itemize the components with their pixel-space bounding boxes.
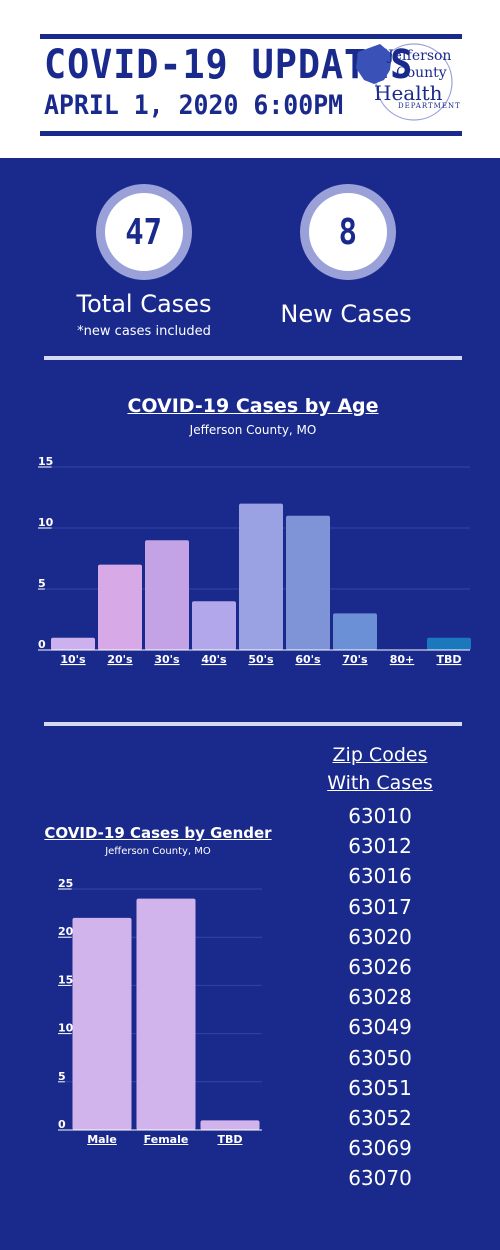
bar-20s [98,564,142,650]
zip-code-item: 63026 [348,955,412,979]
zip-code-item: 63010 [348,804,412,828]
total-cases-note: *new cases included [77,324,211,339]
bar-30s [145,540,189,650]
gender-chart: 0 5 10 15 20 25 Male Female TBD [58,877,262,1145]
zip-code-item: 63070 [348,1166,412,1191]
y-tick-label: 5 [58,1070,66,1083]
new-cases-label: New Cases [280,300,412,328]
y-tick-label: 0 [38,638,46,651]
x-tick-label: TBD [217,1133,242,1145]
total-cases-circle: 47 [96,184,192,280]
bar-70s [333,613,377,650]
logo-line-2: County [396,65,447,81]
zip-code-item: 63028 [348,985,412,1010]
y-tick-label: 15 [38,455,53,468]
zip-title-line-2: With Cases [327,772,433,794]
x-tick-label: 50's [248,653,274,666]
zip-code-item: 63069 [348,1136,412,1161]
section-divider-1 [44,356,462,360]
age-chart-title: COVID-19 Cases by Age [127,395,379,417]
zip-code-item: 63012 [348,834,412,859]
bar-male [72,917,132,1130]
bar-female [136,898,196,1130]
zip-code-item: 63016 [348,864,412,889]
zip-code-item: 63052 [348,1106,412,1130]
zip-code-item: 63020 [348,924,412,949]
logo-line-4: DEPARTMENT [398,102,461,110]
zip-code-item: 63051 [348,1075,412,1100]
x-tick-label: 60's [295,653,321,666]
gender-chart-title: COVID-19 Cases by Gender [44,824,272,842]
y-tick-label: 10 [58,1022,74,1035]
y-tick-label: 25 [58,877,73,890]
gender-chart-subtitle: Jefferson County, MO [105,846,211,857]
y-tick-label: 10 [38,516,54,529]
new-cases-circle: 8 [300,184,396,280]
y-tick-label: 5 [38,577,46,590]
header: COVID-19 UPDATES APRIL 1, 2020 6:00PM Je… [0,0,500,158]
y-tick-label: 20 [58,925,74,938]
total-cases-label: Total Cases [76,290,212,318]
bar-60s [286,515,330,650]
county-shape-icon [356,43,453,121]
x-tick-label: Female [144,1133,189,1145]
bar-50s [239,503,283,650]
new-cases-value: 8 [338,211,358,253]
health-department-logo: Jefferson County Health DEPARTMENT [352,40,460,124]
x-tick-label: 30's [154,653,180,666]
x-tick-label: Male [87,1133,117,1145]
header-top-rule [40,34,462,39]
zip-code-item: 63050 [348,1045,412,1070]
section-divider-2 [44,722,462,726]
zip-title-line-1: Zip Codes [332,744,428,766]
y-tick-label: 15 [58,973,73,986]
logo-line-3: Health [374,81,443,105]
bar-40s [192,601,236,650]
bar-10s [51,637,95,650]
total-cases-value: 47 [125,211,163,253]
age-chart: 0 5 10 15 10's 20's 30's 40's 50's 60's 70's 80+ TBD [38,455,471,666]
y-tick-label: 0 [58,1118,66,1131]
x-tick-label: 10's [60,653,86,666]
update-date: APRIL 1, 2020 6:00PM [44,90,344,121]
logo-line-1: Jefferson [388,48,452,64]
bar-tbd [200,1120,260,1130]
x-tick-label: TBD [436,653,461,666]
x-tick-label: 40's [201,653,227,666]
bar-tbd [427,637,471,650]
header-bottom-rule [40,131,462,136]
age-chart-subtitle: Jefferson County, MO [189,423,317,437]
x-tick-label: 80+ [390,653,415,666]
page-title: COVID-19 UPDATES [44,42,414,88]
zip-code-item: 63049 [348,1015,412,1040]
x-tick-label: 20's [107,653,133,666]
zip-code-item: 63017 [348,894,412,919]
x-tick-label: 70's [342,653,368,666]
